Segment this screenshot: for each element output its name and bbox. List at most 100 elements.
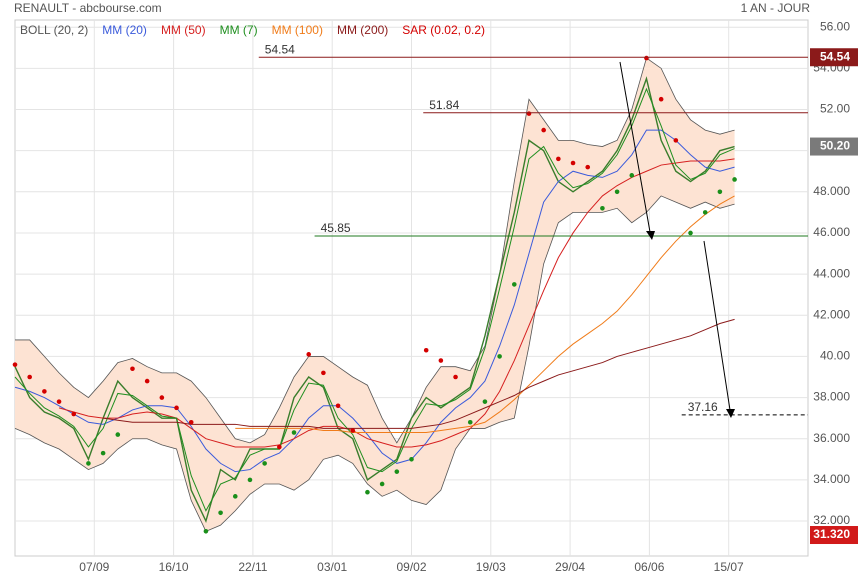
sar-dot — [203, 529, 209, 534]
bollinger-band — [15, 58, 735, 532]
sar-dot — [71, 411, 77, 417]
sar-dot — [702, 210, 708, 215]
sar-dot — [467, 419, 473, 425]
price-badge — [810, 48, 858, 67]
x-tick-label: 15/07 — [714, 560, 744, 574]
sar-dot — [12, 362, 18, 367]
sar-dot — [600, 205, 605, 211]
sar-dot — [100, 450, 106, 456]
sar-dot — [717, 189, 723, 195]
legend-entry: MM (100) — [272, 23, 323, 37]
x-tick-label: 22/11 — [238, 560, 267, 574]
annotations — [619, 61, 735, 418]
legend-entry: MM (200) — [337, 23, 388, 37]
y-tick-label: 40.00 — [820, 349, 850, 363]
y-tick-label: 48.000 — [813, 184, 850, 198]
sar-dot — [541, 127, 546, 133]
ma-line — [14, 129, 735, 473]
bollinger-lower — [14, 195, 735, 532]
sar-dot — [453, 374, 458, 380]
y-tick-label: 46.000 — [813, 225, 850, 239]
legend-entry: MM (50) — [161, 23, 206, 37]
sar-dot — [438, 358, 444, 363]
last-badge-label: 50.20 — [820, 139, 850, 153]
y-tick-label: 38.000 — [813, 390, 850, 404]
sar-dot — [365, 489, 370, 495]
sar-dot — [144, 378, 150, 384]
x-tick-label: 06/06 — [634, 560, 664, 574]
sar-dot — [732, 177, 737, 182]
level-label: 37.16 — [688, 400, 718, 414]
sar-dot — [570, 160, 576, 166]
sar-dot — [497, 354, 502, 359]
legend-entry: MM (7) — [220, 23, 258, 37]
legend-entry: SAR (0.02, 0.2) — [402, 23, 485, 37]
sar-dot — [262, 461, 267, 466]
last-badge — [810, 137, 858, 156]
x-tick-label: 16/10 — [159, 560, 189, 574]
x-tick-label: 03/01 — [317, 560, 347, 574]
price-badge-label: 54.54 — [820, 49, 850, 63]
level-label: 45.85 — [321, 221, 351, 235]
sar-dot — [644, 55, 649, 61]
sar-dot — [629, 173, 635, 178]
y-tick-label: 44.000 — [813, 266, 850, 280]
arrow-head — [646, 231, 655, 240]
y-tick-label: 52.00 — [820, 102, 850, 116]
ma-line — [58, 158, 735, 448]
sar-dot — [42, 389, 47, 394]
x-tick-label: 19/03 — [476, 560, 506, 574]
sar-dot — [379, 481, 385, 487]
arrow — [619, 61, 651, 233]
sar-dot — [291, 430, 297, 435]
sar-dot — [409, 456, 414, 462]
sar-dot — [614, 189, 620, 195]
low-badge — [810, 526, 858, 545]
y-tick-label: 36.000 — [813, 431, 850, 445]
x-tick-label: 07/09 — [79, 560, 109, 574]
sar-dot — [321, 370, 326, 376]
ma-line — [103, 318, 735, 429]
sar-dot — [658, 96, 664, 102]
sar-dot — [188, 419, 194, 425]
sar-dot — [115, 432, 121, 437]
y-tick-label: 32.000 — [813, 513, 850, 527]
ma-line — [14, 87, 735, 512]
sar-dot — [585, 164, 591, 170]
layers: 32.000 34.000 36.000 38.000 40.00 42.000 44.00… — [12, 19, 858, 574]
price-line — [14, 76, 735, 523]
chart-subtitle: 1 AN - JOUR — [741, 1, 811, 15]
sar-dot — [511, 282, 517, 287]
ma-line — [235, 195, 735, 434]
sar-dot — [27, 374, 32, 380]
arrow — [703, 240, 731, 411]
x-tick-label: 29/04 — [555, 560, 585, 574]
sar-dot — [174, 405, 179, 411]
chart-title: RENAULT - abcbourse.com — [14, 1, 162, 15]
bollinger-upper — [15, 57, 735, 444]
sar-dot — [688, 230, 693, 236]
sar-dot — [556, 156, 561, 162]
legend-entry: MM (20) — [102, 23, 147, 37]
y-tick-label: 42.000 — [813, 307, 850, 321]
sar-dot — [247, 477, 253, 483]
sar-dot — [218, 510, 223, 516]
low-badge-label: 31.320 — [813, 527, 850, 541]
sar-dot — [56, 399, 62, 404]
sar-dot — [335, 403, 341, 409]
sar-dot — [130, 366, 135, 372]
sar-dot — [526, 111, 532, 116]
level-label: 51.84 — [429, 98, 459, 112]
y-tick-label: 34.000 — [813, 472, 850, 486]
sar-dot — [350, 428, 356, 433]
x-tick-label: 09/02 — [396, 560, 426, 574]
sar-dot — [232, 494, 238, 499]
y-tick-label: 56.00 — [820, 19, 850, 33]
sar-dot — [482, 399, 488, 404]
level-label: 54.54 — [265, 42, 295, 56]
sar-dot — [159, 395, 165, 400]
sar-dot — [306, 352, 312, 357]
legend-entry: BOLL (20, 2) — [20, 23, 88, 37]
